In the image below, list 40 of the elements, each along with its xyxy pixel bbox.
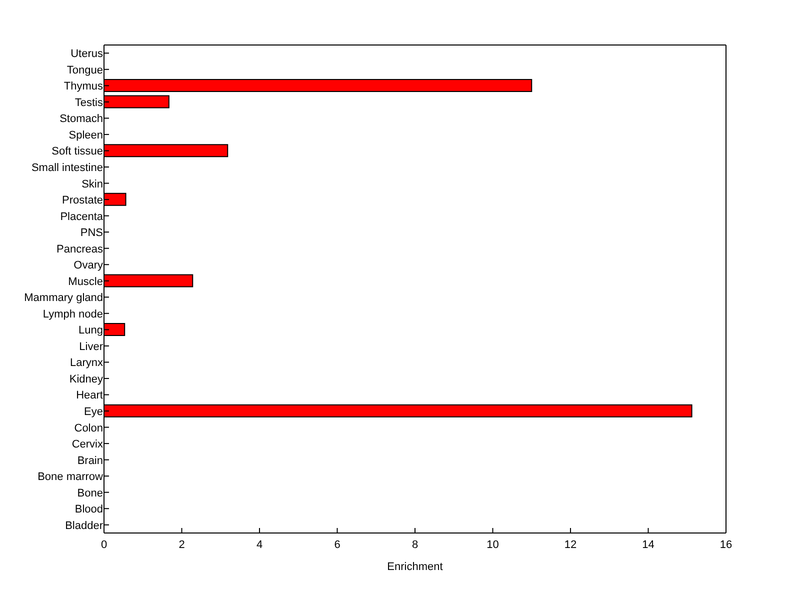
x-tick-label: 8 <box>412 538 418 551</box>
y-tick-label: Pancreas <box>56 243 104 256</box>
y-tick-label: Heart <box>76 390 103 402</box>
y-tick-label: Prostate <box>62 194 103 207</box>
y-tick-label: Mammary gland <box>24 292 103 304</box>
y-tick-label: Placenta <box>60 210 104 223</box>
y-tick-label: Stomach <box>60 113 103 126</box>
y-tick-label: Blood <box>74 504 103 516</box>
y-tick-label: Bladder <box>65 520 104 532</box>
x-axis-title: Enrichment <box>387 561 443 573</box>
y-tick-label: Colon <box>74 422 103 434</box>
y-tick-label: Tongue <box>66 64 103 76</box>
y-tick-label: Lung <box>78 324 103 337</box>
y-tick-label: Eye <box>84 406 103 418</box>
y-tick-label: Uterus <box>70 48 104 60</box>
x-tick-label: 6 <box>334 538 340 551</box>
y-tick-label: Brain <box>77 454 103 467</box>
y-tick-label: Small intestine <box>31 162 103 174</box>
x-tick-label: 10 <box>486 538 499 551</box>
x-tick-label: 4 <box>256 538 263 551</box>
x-tick-label: 16 <box>720 538 732 551</box>
y-tick-label: Testis <box>74 96 104 109</box>
y-tick-label: PNS <box>80 227 103 240</box>
y-tick-label: Soft tissue <box>52 146 103 158</box>
y-tick-label: Bone marrow <box>38 471 104 484</box>
y-tick-label: Bone <box>77 487 103 500</box>
y-tick-label: Thymus <box>64 80 104 93</box>
y-tick-label: Ovary <box>74 260 104 272</box>
y-tick-label: Liver <box>79 340 104 353</box>
y-tick-label: Lymph node <box>42 308 103 320</box>
x-tick-label: 14 <box>642 538 654 551</box>
y-tick-label: Larynx <box>70 357 104 370</box>
y-tick-label: Skin <box>82 178 103 190</box>
x-tick-label: 0 <box>100 538 108 551</box>
y-tick-label: Muscle <box>68 276 103 288</box>
x-tick-label: 2 <box>178 538 185 551</box>
y-tick-label: Kidney <box>69 373 104 386</box>
x-tick-label: 12 <box>564 538 577 551</box>
y-tick-label: Spleen <box>68 129 103 142</box>
y-tick-label: Cervix <box>72 438 104 451</box>
